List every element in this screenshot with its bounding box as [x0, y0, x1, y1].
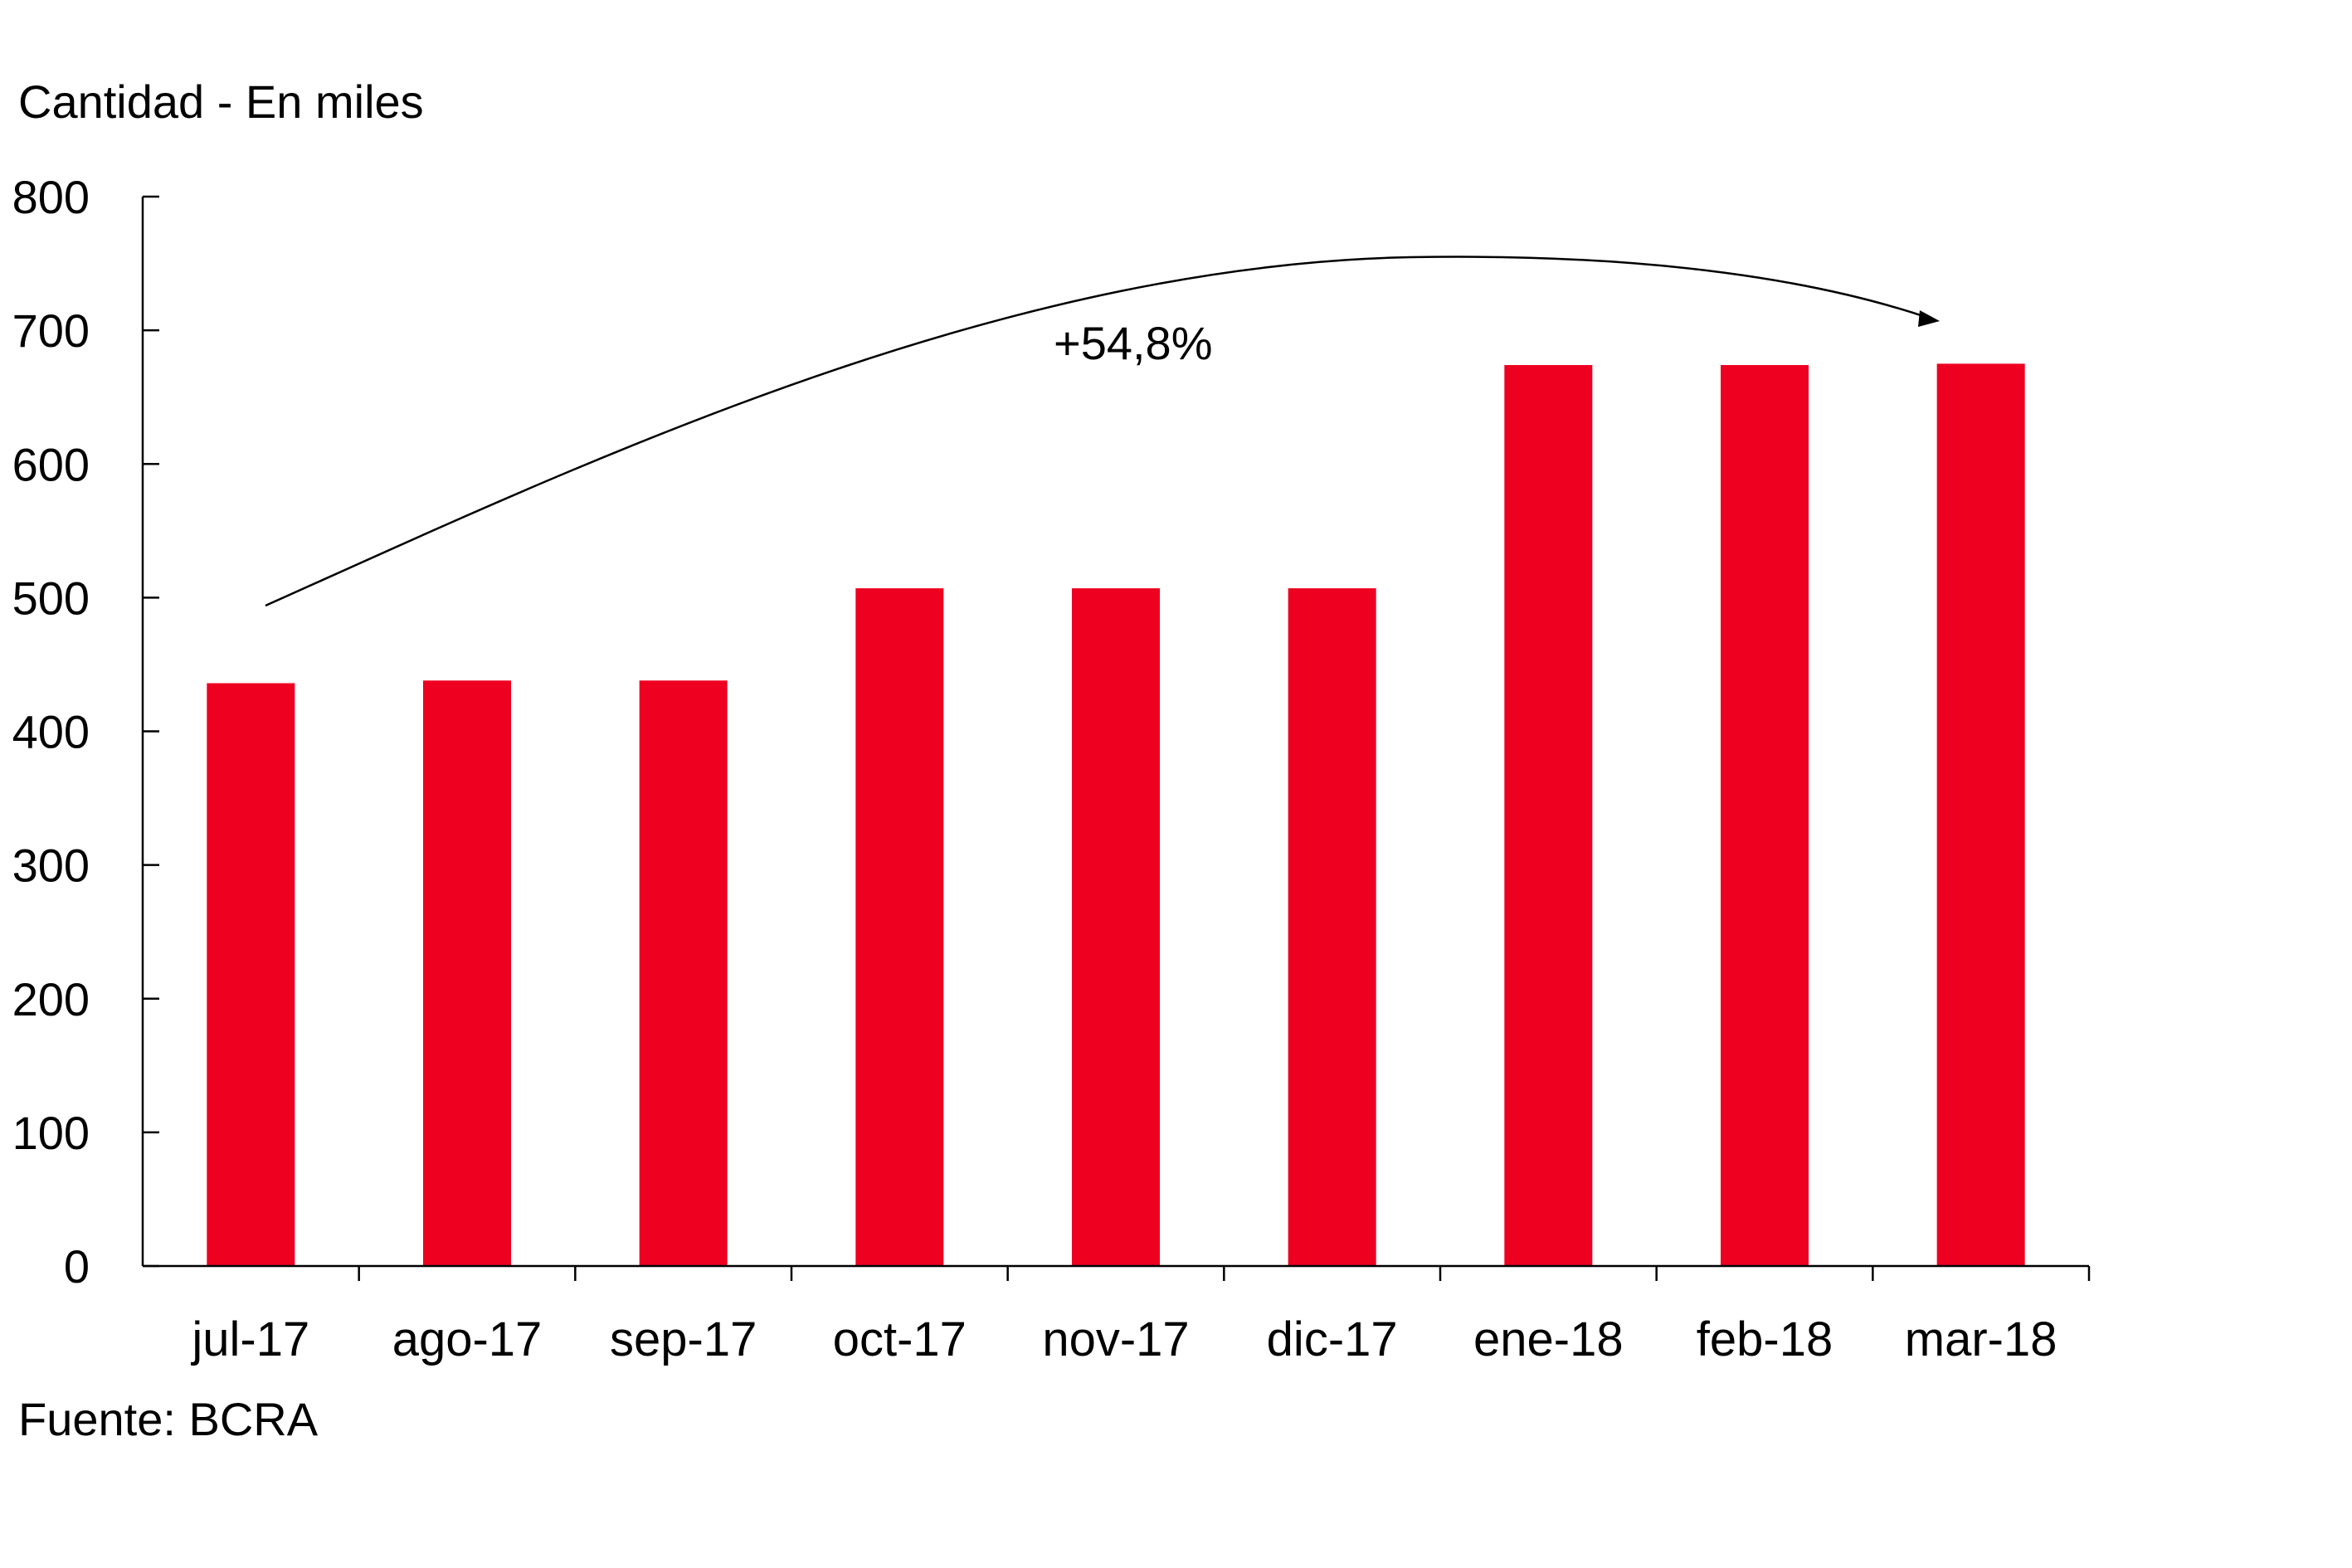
y-tick-label: 700 — [12, 304, 90, 357]
bar-oct-17 — [855, 588, 944, 1266]
change-annotation: +54,8% — [1054, 317, 1213, 369]
y-tick-label: 800 — [12, 171, 90, 223]
y-tick-label: 100 — [12, 1107, 90, 1159]
x-tick-label: mar-18 — [1905, 1312, 2057, 1366]
x-tick-label: ene-18 — [1473, 1312, 1624, 1366]
x-tick-label: feb-18 — [1697, 1312, 1833, 1366]
bar-ago-17 — [423, 680, 511, 1266]
bar-series — [207, 363, 2025, 1267]
x-axis: jul-17 ago-17 sep-17 oct-17 nov-17 dic-17 ene-… — [143, 1264, 2091, 1366]
bar-ene-18 — [1504, 365, 1593, 1267]
source-note: Fuente: BCRA — [18, 1393, 319, 1445]
x-tick-label: oct-17 — [833, 1312, 967, 1366]
bar-sep-17 — [639, 680, 728, 1266]
x-tick-label: nov-17 — [1042, 1312, 1189, 1366]
y-tick-label: 200 — [12, 973, 90, 1025]
bar-feb-18 — [1721, 365, 1809, 1267]
y-tick-label: 300 — [12, 840, 90, 892]
trend-arrow — [265, 256, 1934, 607]
y-tick-label: 400 — [12, 706, 90, 758]
x-tick-label: sep-17 — [610, 1312, 757, 1366]
x-tick-label: jul-17 — [190, 1312, 309, 1366]
y-tick-label: 600 — [12, 438, 90, 490]
y-tick-label: 500 — [12, 572, 90, 624]
y-tick-label: 0 — [64, 1240, 90, 1293]
x-tick-label: ago-17 — [392, 1312, 543, 1366]
y-axis: 0 100 200 300 400 500 600 700 800 — [12, 171, 159, 1293]
bar-jul-17 — [207, 683, 295, 1266]
bar-mar-18 — [1936, 363, 2025, 1266]
bar-dic-17 — [1288, 588, 1376, 1266]
arrowhead-icon — [1918, 310, 1940, 327]
x-tick-label: dic-17 — [1267, 1312, 1398, 1366]
bar-nov-17 — [1072, 588, 1160, 1266]
y-axis-title: Cantidad - En miles — [18, 75, 424, 128]
